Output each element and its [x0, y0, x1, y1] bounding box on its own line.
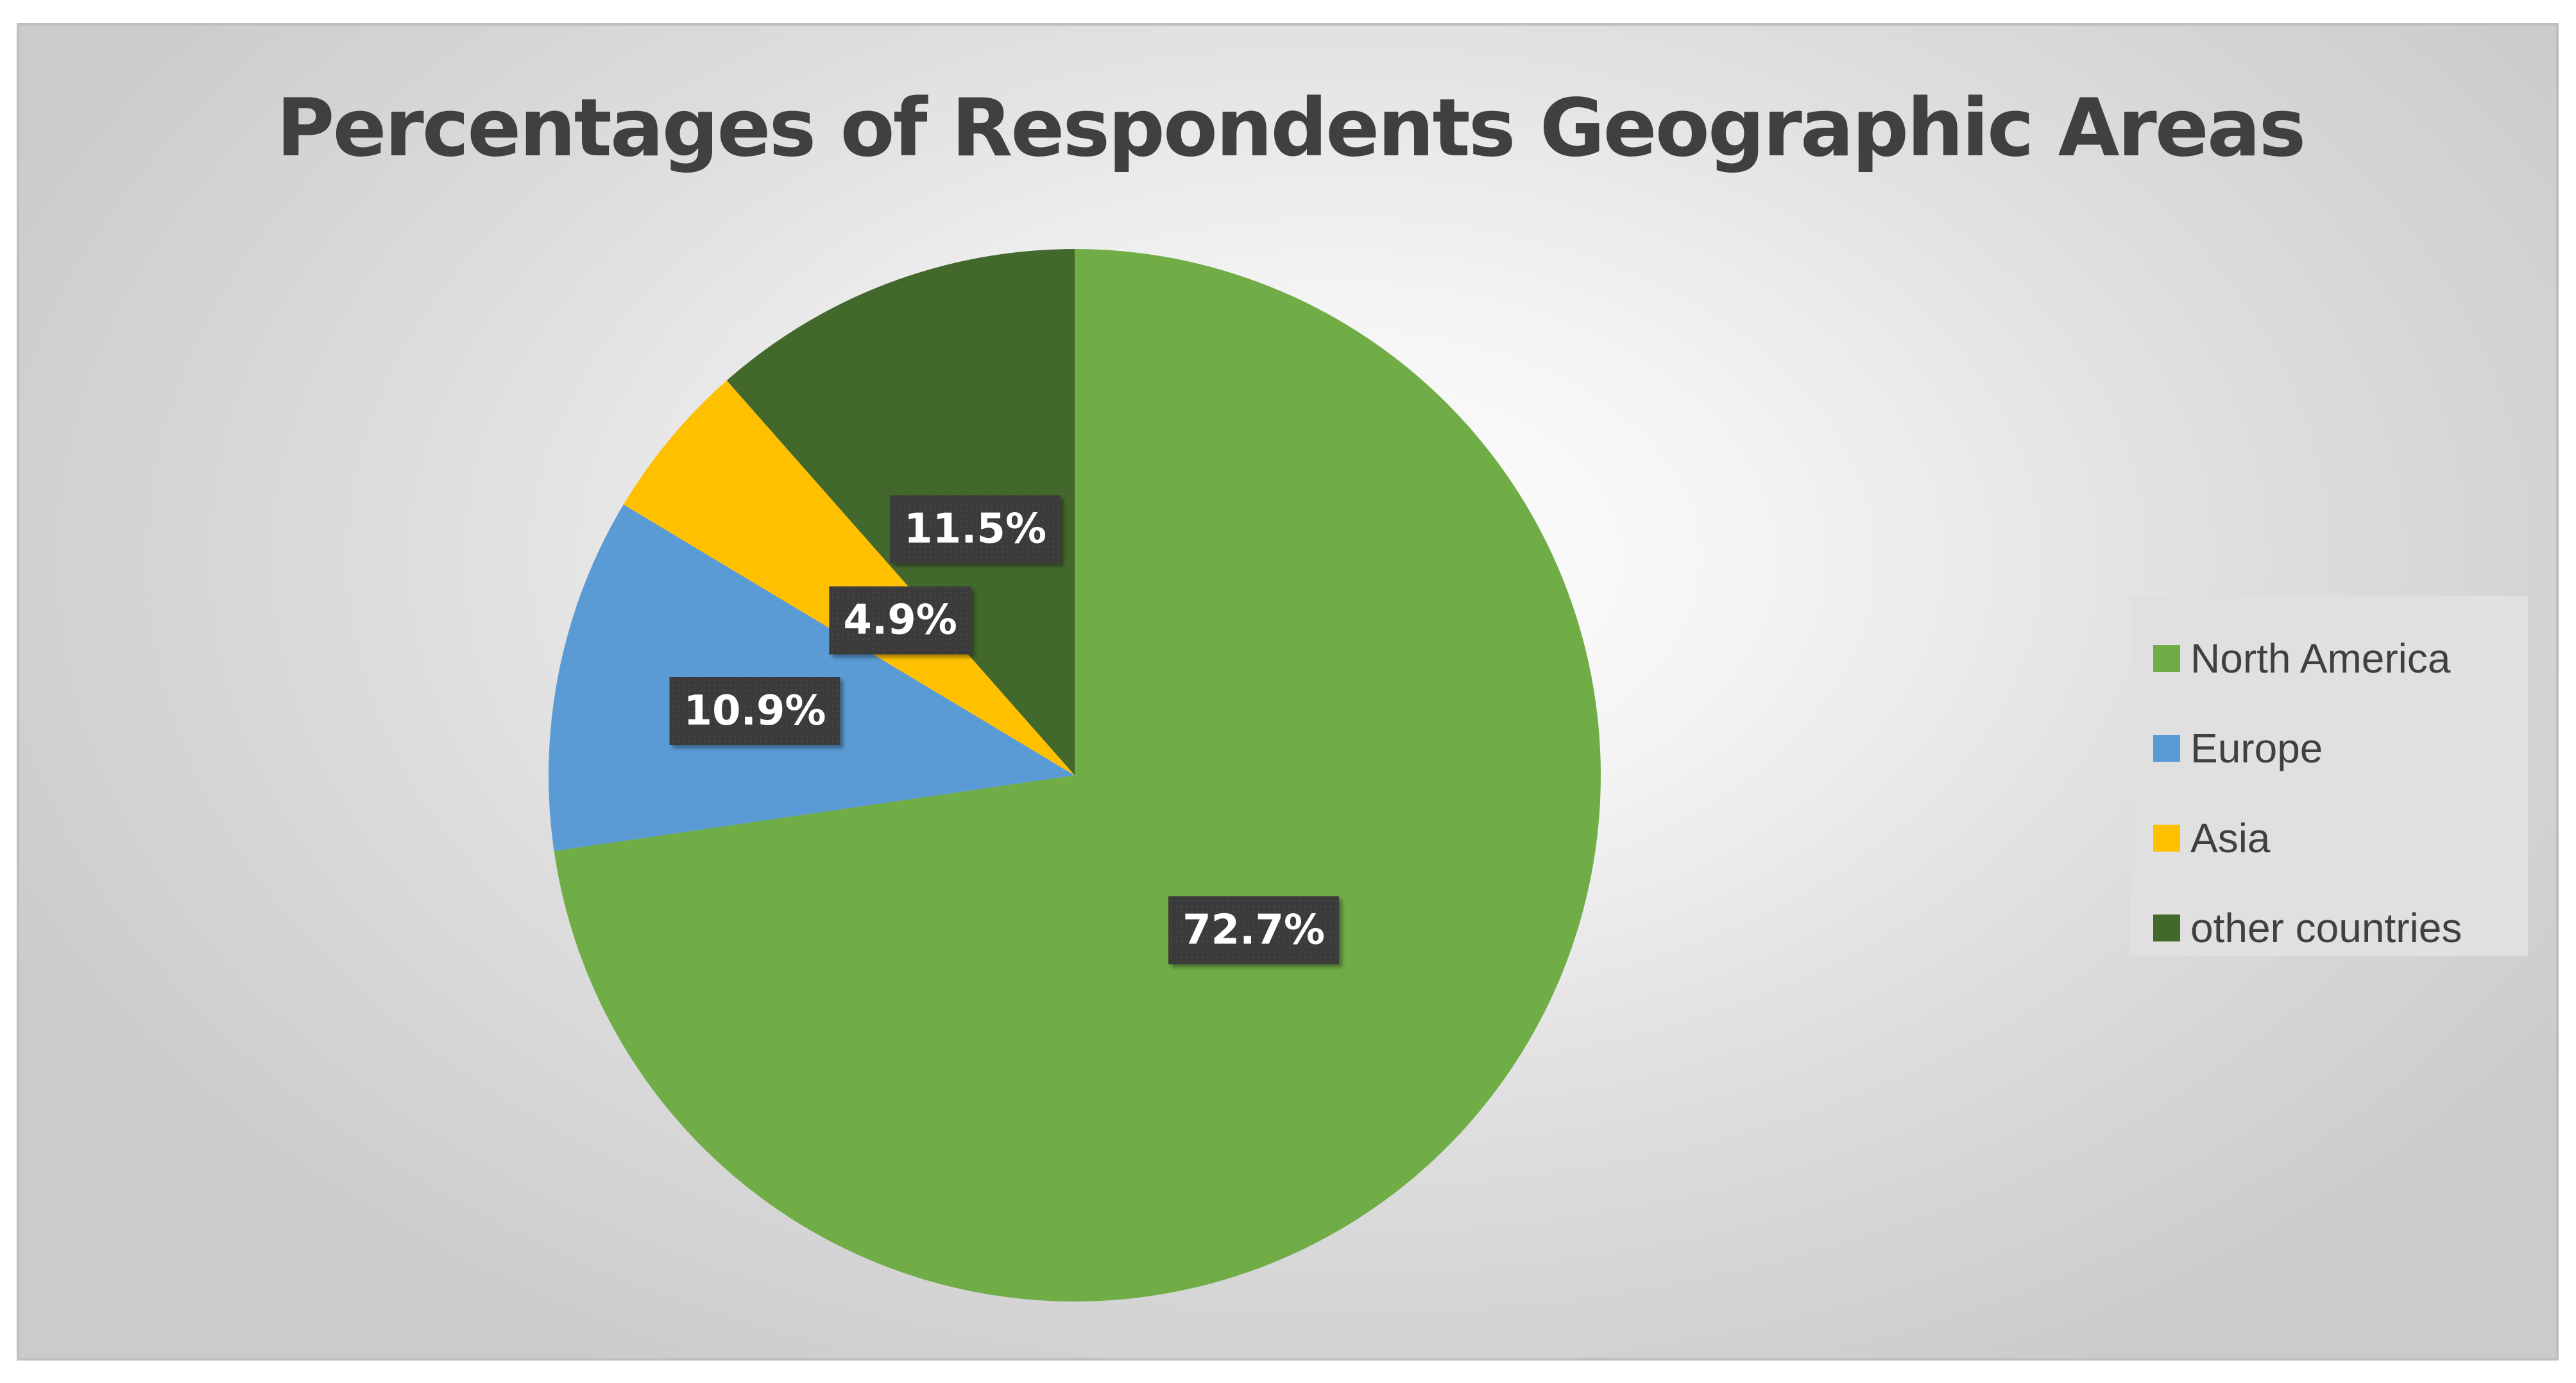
data-label-box — [829, 586, 971, 655]
legend-swatch — [2153, 735, 2180, 762]
legend-label: Asia — [2190, 815, 2271, 861]
legend-item-other-countries: other countries — [2130, 883, 2528, 973]
pie-chart: 72.7% 10.9% 4.9% 11.5% — [549, 249, 1601, 1301]
legend-item-asia: Asia — [2130, 793, 2528, 883]
legend-swatch — [2153, 645, 2180, 672]
legend-label: other countries — [2190, 905, 2462, 951]
data-label-box — [669, 677, 840, 746]
pie-slice-asia — [623, 380, 1075, 775]
chart-title: Percentages of Respondents Geographic Ar… — [276, 82, 2307, 175]
data-label-north-america: 72.7% — [1168, 896, 1340, 965]
data-label-box — [890, 495, 1061, 563]
legend-swatch — [2153, 825, 2180, 852]
pie-slice-north-america — [554, 249, 1601, 1301]
pie-slices — [549, 249, 1601, 1301]
pie-data-labels: 72.7% 10.9% 4.9% 11.5% — [669, 495, 1340, 965]
data-label-text: 11.5% — [904, 505, 1046, 553]
legend-swatch — [2153, 915, 2180, 941]
data-label-text: 72.7% — [1182, 906, 1325, 954]
data-label-text: 10.9% — [684, 687, 826, 735]
data-label-europe: 10.9% — [669, 677, 840, 746]
chart-area: Percentages of Respondents Geographic Ar… — [17, 23, 2559, 1361]
legend-label: Europe — [2190, 725, 2323, 771]
data-label-text: 4.9% — [843, 597, 957, 644]
legend: North America Europe Asia other countrie… — [2130, 596, 2528, 956]
data-label-asia: 4.9% — [829, 586, 971, 655]
legend-item-north-america: North America — [2130, 614, 2528, 703]
legend-label: North America — [2190, 635, 2451, 682]
data-label-box — [1168, 896, 1340, 965]
data-label-other-countries: 11.5% — [890, 495, 1061, 563]
legend-item-europe: Europe — [2130, 703, 2528, 793]
